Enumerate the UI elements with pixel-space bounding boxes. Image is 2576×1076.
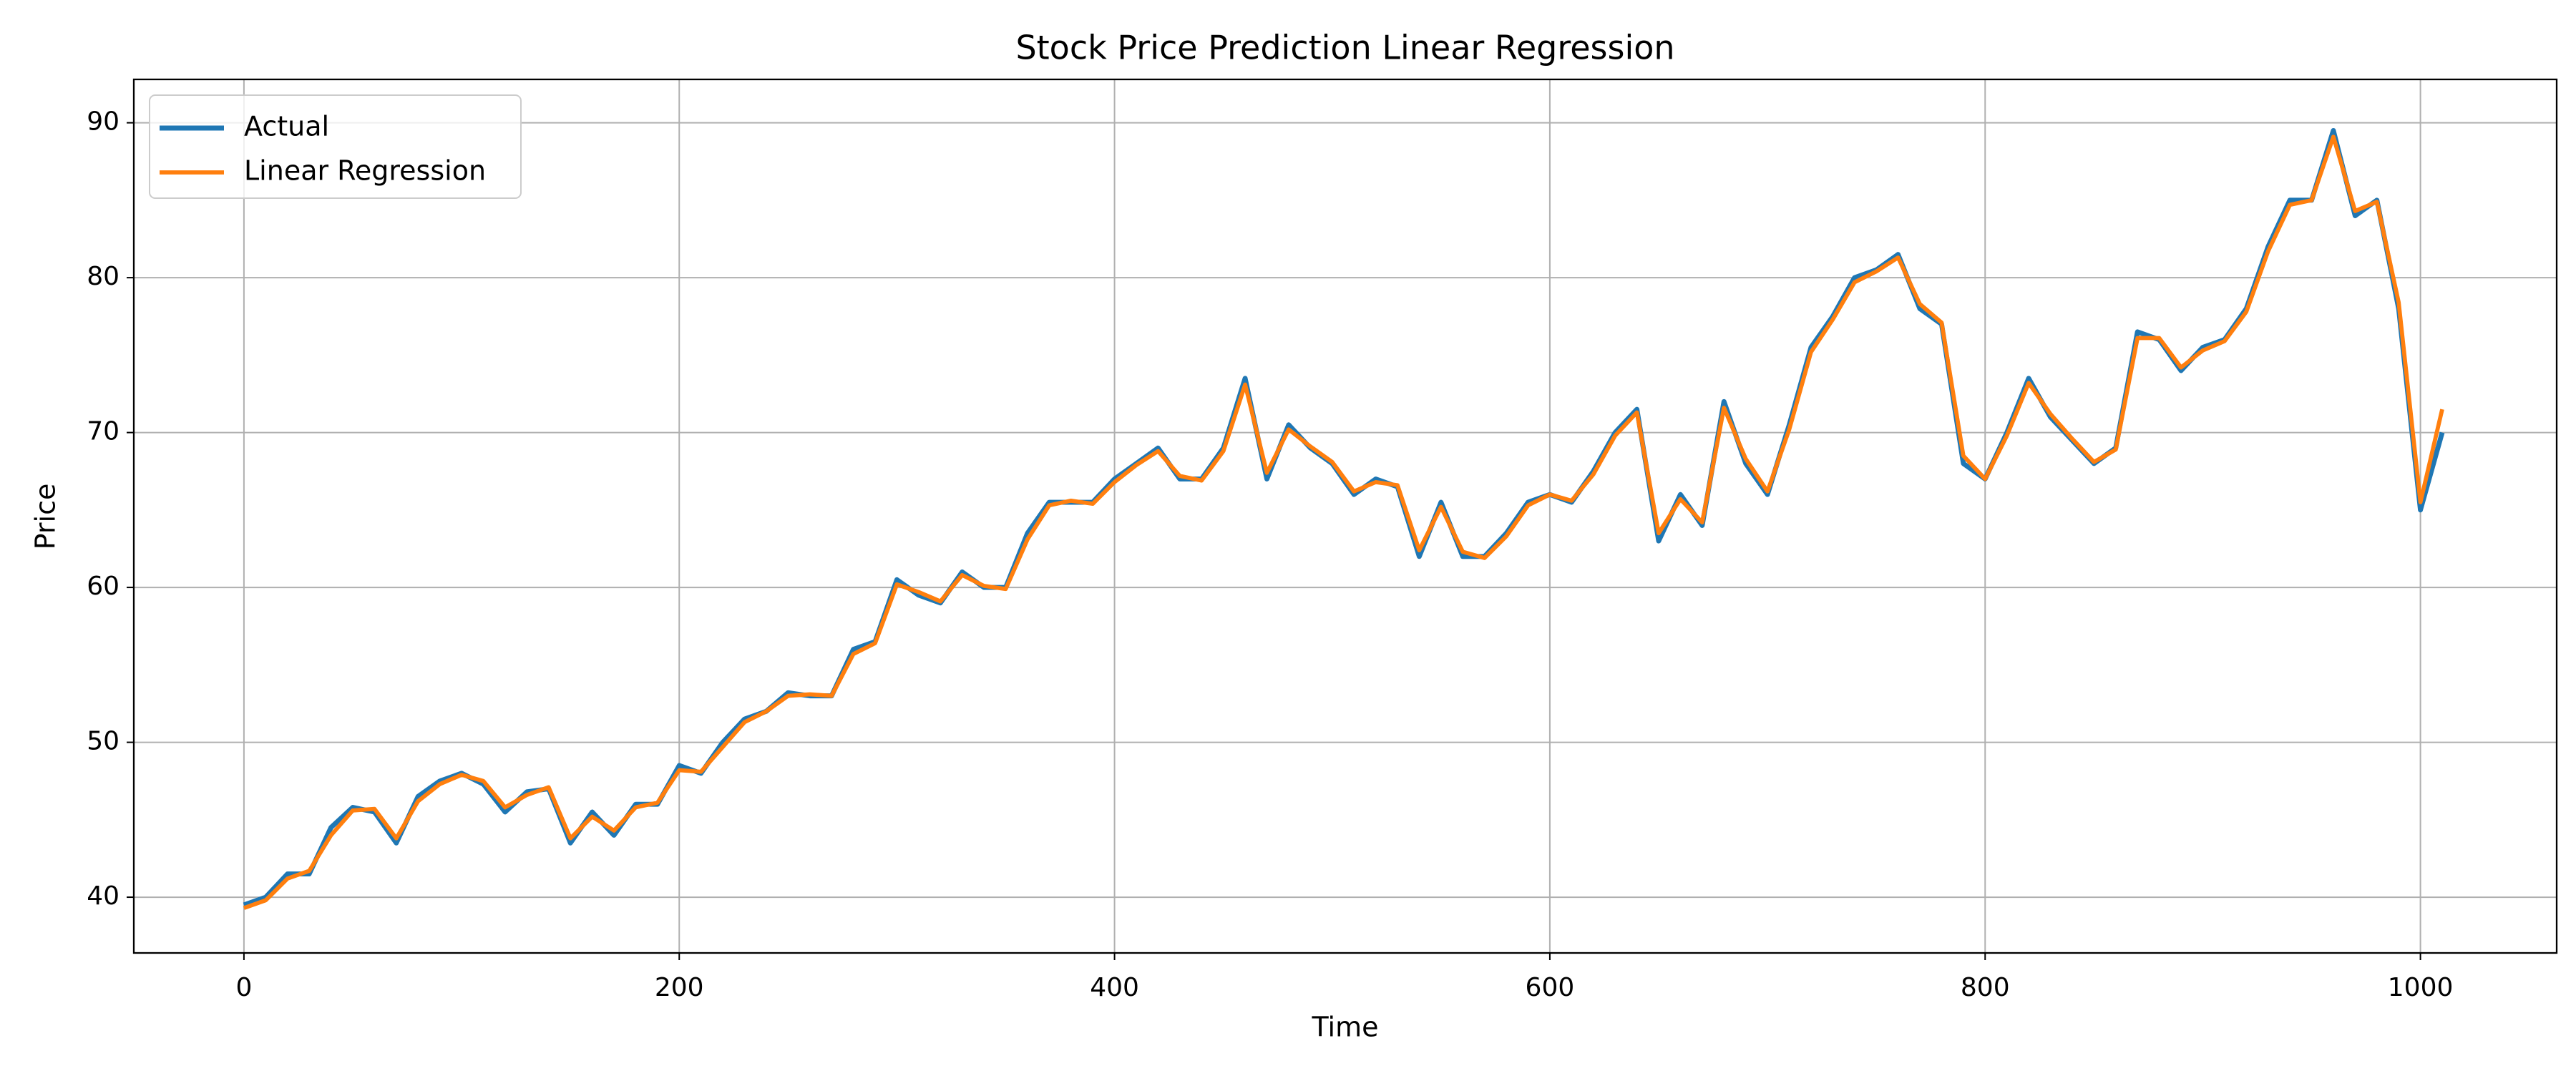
data-line: [243, 134, 2444, 910]
x-tick-label: 600: [1526, 973, 1575, 1002]
y-tick-label: 90: [87, 107, 119, 137]
y-tick-label: 80: [87, 262, 119, 291]
x-tick-label: 400: [1090, 973, 1139, 1002]
legend-box: [149, 94, 522, 199]
chart-title: Stock Price Prediction Linear Regression: [1015, 29, 1674, 67]
x-tick-label: 800: [1961, 973, 2010, 1002]
y-tick-label: 40: [87, 881, 119, 911]
x-tick-label: 0: [235, 973, 252, 1002]
x-tick-label: 1000: [2388, 973, 2454, 1002]
y-tick-label: 60: [87, 572, 119, 601]
y-tick-label: 70: [87, 417, 119, 446]
legend-label: Linear Regression: [244, 155, 486, 187]
plot-frame: [132, 78, 2558, 954]
x-axis-label: Time: [1312, 1012, 1379, 1043]
x-tick-label: 200: [655, 973, 704, 1002]
y-axis-label: Price: [30, 484, 62, 550]
legend-label: Actual: [244, 111, 329, 142]
y-tick-label: 50: [87, 727, 119, 756]
